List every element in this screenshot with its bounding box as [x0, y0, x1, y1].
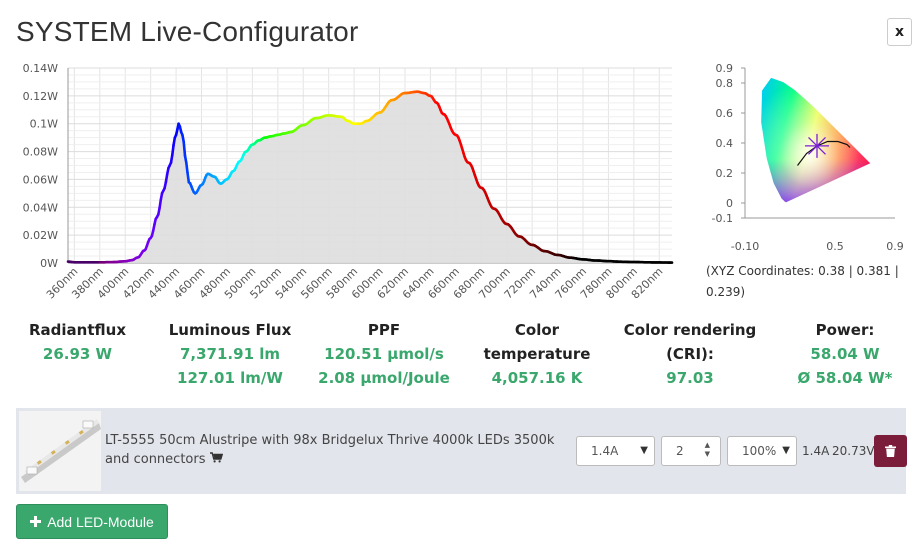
stat-luminous-flux: Luminous Flux 7,371.91 lm 127.01 lm/W [160, 318, 300, 390]
stat-power: Power: 58.04 W Ø 58.04 W* [780, 318, 910, 390]
current-output: 1.4A [802, 444, 830, 458]
module-name: LT-5555 50cm Alustripe with 98x Bridgelu… [105, 433, 555, 467]
stat-value: 4,057.16 K [491, 369, 583, 387]
spectrum-segment [169, 153, 174, 164]
spectrum-segment [164, 172, 169, 184]
delete-module-button[interactable] [874, 435, 907, 467]
chromaticity-marker [805, 133, 829, 158]
stat-label: Power: [815, 321, 875, 339]
stat-label: PPF [367, 321, 401, 339]
spectrum-segment [186, 171, 191, 184]
stat-label: temperature [483, 345, 591, 363]
y-tick-label: 0.12W [23, 90, 58, 103]
spectrum-line [66, 90, 674, 264]
xyz-coordinates: (XYZ Coordinates: 0.38 | 0.381 | 0.239) [706, 264, 899, 299]
stat-value: 2.08 µmol/Joule [318, 369, 450, 387]
cie-y-tick-label: 0.8 [716, 77, 734, 90]
stat-label: Luminous Flux [168, 321, 292, 339]
stat-value: 26.93 W [42, 345, 113, 363]
y-tick-label: 0.02W [23, 229, 58, 242]
cie-x-tick-label: 0.9 [886, 240, 904, 253]
y-tick-label: 0W [40, 257, 58, 270]
cie-chromaticity-chart: 0.9 0.8 0.6 0.4 0.2 0 -0.1 -0.10 0.5 0.9 [712, 62, 904, 253]
stat-label: Color [514, 321, 560, 339]
cie-gamut-white [761, 77, 871, 203]
trash-icon [885, 445, 896, 457]
dimming-value: 100% [742, 444, 777, 458]
window-title: SYSTEM Live-Configurator [16, 16, 359, 47]
stat-value: Ø 58.04 W* [797, 369, 893, 387]
module-thumbnail [19, 411, 101, 491]
add-led-module-label: Add LED-Module [47, 513, 154, 530]
spectrum-chart: 0W0.02W0.04W0.06W0.08W0.1W0.12W0.14W360n… [23, 62, 674, 301]
spectrum-segment [171, 144, 175, 157]
stat-value: 120.51 µmol/s [324, 345, 444, 363]
current-select[interactable]: 1.4A ▼ [576, 436, 655, 466]
y-tick-label: 0.06W [23, 173, 58, 186]
quantity-stepper[interactable]: 2 ▲ ▼ [661, 436, 721, 466]
cie-y-tick-label: 0.9 [716, 62, 734, 75]
y-tick-label: 0.08W [23, 146, 58, 159]
voltage-output: 20.73V [832, 444, 875, 458]
marker-ray [808, 136, 826, 155]
cie-y-tick-label: 0 [726, 197, 733, 210]
spinner-arrows-icon[interactable]: ▲ ▼ [704, 441, 710, 458]
led-module-row: LT-5555 50cm Alustripe with 98x Bridgelu… [16, 408, 907, 494]
stat-label: Radiantflux [29, 321, 126, 339]
cie-y-tick-label: 0.6 [716, 107, 734, 120]
add-led-module-button[interactable]: Add LED-Module [16, 504, 168, 539]
cie-y-tick-label: -0.1 [712, 212, 733, 225]
stat-cri: Color rendering (CRI): 97.03 [620, 318, 760, 390]
stat-label: (CRI): [666, 345, 714, 363]
chevron-down-icon: ▼ [782, 445, 790, 456]
cie-y-tick-label: 0.2 [716, 167, 734, 180]
spectrum-segment [158, 198, 163, 210]
planckian-locus [797, 140, 851, 166]
stat-radiantflux: Radiantflux 26.93 W [10, 318, 145, 366]
stat-value: 58.04 W [810, 345, 880, 363]
spectrum-area [68, 91, 672, 263]
stat-value: 97.03 [666, 369, 714, 387]
stat-color-temperature: Color temperature 4,057.16 K [472, 318, 602, 390]
y-tick-label: 0.04W [23, 201, 58, 214]
stat-ppf: PPF 120.51 µmol/s 2.08 µmol/Joule [310, 318, 458, 390]
cie-y-tick-label: 0.4 [716, 137, 734, 150]
chevron-down-icon: ▼ [640, 445, 648, 456]
y-tick-label: 0.14W [23, 62, 58, 75]
cie-x-tick-label: -0.10 [731, 240, 759, 253]
cie-x-tick-label: 0.5 [826, 240, 844, 253]
stats-bar: Radiantflux 26.93 W Luminous Flux 7,371.… [0, 318, 920, 398]
spectrum-segment [185, 161, 189, 174]
stat-value: 127.01 lm/W [177, 369, 283, 387]
shopping-cart-icon[interactable] [209, 450, 223, 469]
module-description: LT-5555 50cm Alustripe with 98x Bridgelu… [105, 431, 565, 469]
dimming-select[interactable]: 100% ▼ [727, 436, 797, 466]
quantity-value: 2 [676, 444, 684, 458]
close-button[interactable]: x [887, 18, 912, 46]
stat-label: Color rendering [623, 321, 757, 339]
y-tick-label: 0.1W [30, 118, 58, 131]
current-select-value: 1.4A [591, 444, 619, 458]
plus-icon [30, 516, 42, 527]
spectrum-segment [182, 140, 187, 158]
stat-value: 7,371.91 lm [179, 345, 280, 363]
